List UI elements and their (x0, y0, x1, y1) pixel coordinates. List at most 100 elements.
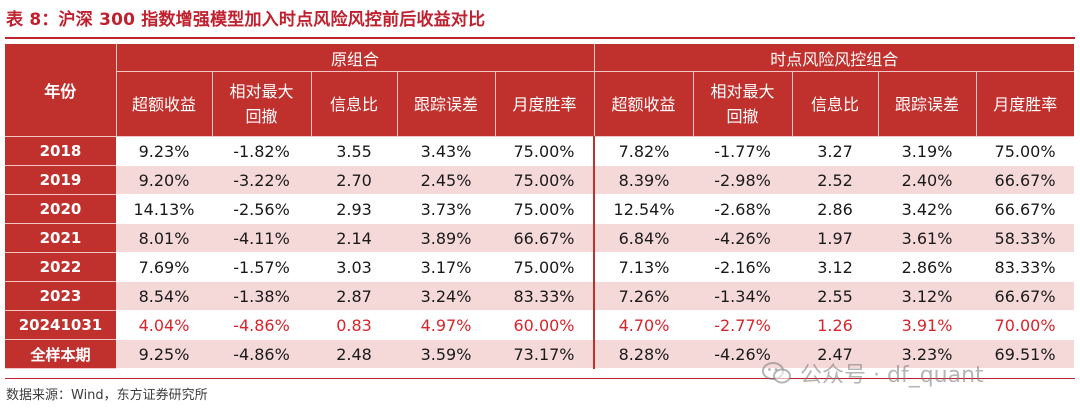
table-cell: 8.28% (593, 339, 694, 369)
table-cell: 9.25% (116, 339, 212, 369)
row-year-label: 2022 (5, 252, 116, 282)
table-cell: 3.42% (878, 194, 977, 224)
table-cell: 2.52 (792, 165, 879, 195)
table-cell: 3.91% (878, 310, 977, 340)
table-cell: -2.77% (693, 310, 793, 340)
table-cell: 75.00% (495, 136, 595, 166)
table-cell: 66.67% (495, 223, 595, 253)
table-cell: 66.67% (976, 281, 1075, 311)
table-cell: 75.00% (495, 194, 595, 224)
table-cell: 75.00% (495, 165, 595, 195)
table-cell: 83.33% (495, 281, 595, 311)
table-cell: 2.93 (311, 194, 397, 224)
table-cell: 2.87 (311, 281, 397, 311)
table-cell: 2.55 (792, 281, 879, 311)
table-cell: 3.73% (397, 194, 495, 224)
table-cell: 66.67% (976, 165, 1075, 195)
table-cell: -3.22% (212, 165, 311, 195)
metric-header-tracking-error: 跟踪误差 (878, 71, 977, 137)
metric-header-excess-return: 超额收益 (116, 71, 213, 137)
table-cell: 2.14 (311, 223, 397, 253)
table-cell: 1.97 (792, 223, 879, 253)
table-cell: 60.00% (495, 310, 595, 340)
table-cell: -2.68% (693, 194, 793, 224)
comparison-table: 年份 原组合 时点风险风控组合 超额收益 相对最大回撤 信息比 跟踪误差 月度胜… (5, 44, 1075, 369)
table-cell: -2.56% (212, 194, 311, 224)
metric-header-monthly-win-rate: 月度胜率 (976, 71, 1075, 137)
table-cell: 83.33% (976, 252, 1075, 282)
table-cell: -1.34% (693, 281, 793, 311)
table-row: 2020 14.13% -2.56% 2.93 3.73% 75.00% 12.54% -2.… (5, 194, 1075, 224)
table-cell: 7.13% (593, 252, 694, 282)
table-row: 20241031 4.04% -4.86% 0.83 4.97% 60.00% 4.70% -… (5, 310, 1075, 340)
table-cell: 3.89% (397, 223, 495, 253)
table-cell: 3.03 (311, 252, 397, 282)
table-cell: -1.82% (212, 136, 311, 166)
table-cell: 4.97% (397, 310, 495, 340)
table-cell: -2.98% (693, 165, 793, 195)
table-cell: 75.00% (976, 136, 1075, 166)
table-cell: 2.86% (878, 252, 977, 282)
table-cell: 3.43% (397, 136, 495, 166)
table-cell: 0.83 (311, 310, 397, 340)
table-cell: 1.26 (792, 310, 879, 340)
table-cell: 66.67% (976, 194, 1075, 224)
table-cell: 6.84% (593, 223, 694, 253)
table-cell: 9.23% (116, 136, 212, 166)
table-cell: 3.19% (878, 136, 977, 166)
metric-header-tracking-error: 跟踪误差 (397, 71, 496, 137)
table-cell: 2.40% (878, 165, 977, 195)
table-cell: 14.13% (116, 194, 212, 224)
row-year-label: 2019 (5, 165, 116, 195)
table-cell: -4.86% (212, 310, 311, 340)
metric-header-max-drawdown: 相对最大回撤 (693, 71, 793, 137)
table-cell: -1.38% (212, 281, 311, 311)
table-cell: 4.70% (593, 310, 694, 340)
table-row: 2018 9.23% -1.82% 3.55 3.43% 75.00% 7.82% -1.77… (5, 136, 1075, 166)
table-cell: -4.26% (693, 339, 793, 369)
group-header-original: 原组合 (116, 44, 595, 72)
year-column-header: 年份 (5, 44, 117, 137)
table-cell: 73.17% (495, 339, 595, 369)
metric-header-max-drawdown: 相对最大回撤 (212, 71, 312, 137)
table-cell: 2.86 (792, 194, 879, 224)
table-cell: -2.16% (693, 252, 793, 282)
table-cell: 3.61% (878, 223, 977, 253)
metric-header-monthly-win-rate: 月度胜率 (495, 71, 595, 137)
table-cell: -1.57% (212, 252, 311, 282)
table-cell: 3.17% (397, 252, 495, 282)
table-cell: 8.01% (116, 223, 212, 253)
row-year-label: 2020 (5, 194, 116, 224)
metric-header-info-ratio: 信息比 (311, 71, 398, 137)
table-cell: 3.55 (311, 136, 397, 166)
table-cell: 3.12% (878, 281, 977, 311)
row-year-label: 2021 (5, 223, 116, 253)
table-row: 2019 9.20% -3.22% 2.70 2.45% 75.00% 8.39% -2.98… (5, 165, 1075, 195)
source-note: 数据来源：Wind，东方证券研究所 (6, 388, 208, 403)
table-cell: 75.00% (495, 252, 595, 282)
group-header-risk-control: 时点风险风控组合 (594, 44, 1075, 72)
table-cell: 8.54% (116, 281, 212, 311)
table-cell: 2.70 (311, 165, 397, 195)
table-row: 2023 8.54% -1.38% 2.87 3.24% 83.33% 7.26% -1.34… (5, 281, 1075, 311)
table-cell: 4.04% (116, 310, 212, 340)
bottom-divider (5, 378, 1075, 379)
row-year-label: 全样本期 (5, 339, 116, 369)
table-cell: 2.45% (397, 165, 495, 195)
table-cell: 3.59% (397, 339, 495, 369)
table-cell: 12.54% (593, 194, 694, 224)
table-cell: 69.51% (976, 339, 1075, 369)
table-cell: 7.82% (593, 136, 694, 166)
table-cell: 2.47 (792, 339, 879, 369)
table-cell: 7.69% (116, 252, 212, 282)
table-cell: 2.48 (311, 339, 397, 369)
table-cell: 7.26% (593, 281, 694, 311)
table-title: 表 8：沪深 300 指数增强模型加入时点风险风控前后收益对比 (6, 10, 486, 30)
row-year-label: 20241031 (5, 310, 116, 340)
table-row: 全样本期 9.25% -4.86% 2.48 3.59% 73.17% 8.28% -4.26… (5, 339, 1075, 369)
table-cell: 3.24% (397, 281, 495, 311)
table-cell: -4.11% (212, 223, 311, 253)
table-cell: 58.33% (976, 223, 1075, 253)
metric-header-info-ratio: 信息比 (792, 71, 879, 137)
row-year-label: 2023 (5, 281, 116, 311)
